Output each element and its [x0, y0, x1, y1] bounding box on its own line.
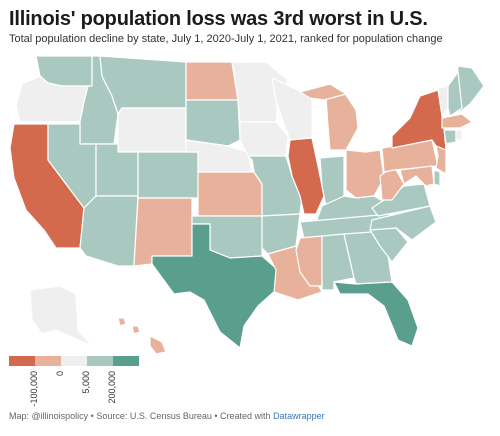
- state-tx[interactable]: [151, 223, 279, 349]
- color-legend: -100,000 0 5,000 200,000: [9, 356, 139, 407]
- state-ct[interactable]: [443, 129, 457, 145]
- datawrapper-link[interactable]: Datawrapper: [273, 411, 325, 421]
- state-il[interactable]: [287, 137, 325, 215]
- legend-tick: -100,000: [29, 371, 39, 407]
- state-wy[interactable]: [117, 107, 187, 153]
- legend-swatch: [35, 356, 61, 366]
- map-title: Illinois' population loss was 3rd worst …: [9, 8, 428, 30]
- state-ny[interactable]: [391, 89, 447, 151]
- state-ak[interactable]: [29, 285, 93, 347]
- state-md[interactable]: [399, 165, 435, 187]
- state-hi[interactable]: [117, 317, 167, 355]
- legend-swatch: [9, 356, 35, 366]
- state-az[interactable]: [79, 195, 139, 267]
- legend-swatch: [87, 356, 113, 366]
- state-ia[interactable]: [239, 121, 289, 157]
- legend-swatch: [113, 356, 139, 366]
- state-ut[interactable]: [95, 143, 139, 197]
- legend-swatch: [61, 356, 87, 366]
- state-mi[interactable]: [325, 91, 359, 151]
- state-mi[interactable]: [299, 83, 347, 101]
- state-de[interactable]: [433, 169, 441, 187]
- us-states-map: [9, 55, 485, 355]
- state-co[interactable]: [137, 151, 199, 199]
- state-nh[interactable]: [447, 71, 463, 117]
- state-nj[interactable]: [435, 145, 447, 175]
- state-fl[interactable]: [333, 281, 419, 347]
- state-ma[interactable]: [441, 113, 473, 129]
- legend-tick: 200,000: [107, 371, 117, 404]
- state-ri[interactable]: [455, 129, 463, 141]
- state-ks[interactable]: [197, 171, 263, 217]
- legend-tick: 0: [55, 371, 65, 377]
- footer-credit: Map: @illinoispolicy • Source: U.S. Cens…: [9, 411, 325, 421]
- state-oh[interactable]: [345, 149, 385, 199]
- footer-text: Map: @illinoispolicy • Source: U.S. Cens…: [9, 411, 274, 421]
- state-nd[interactable]: [185, 61, 239, 101]
- legend-tick: 5,000: [81, 371, 91, 394]
- map-subtitle: Total population decline by state, July …: [9, 33, 443, 45]
- state-sd[interactable]: [185, 99, 241, 147]
- state-mn[interactable]: [231, 61, 289, 123]
